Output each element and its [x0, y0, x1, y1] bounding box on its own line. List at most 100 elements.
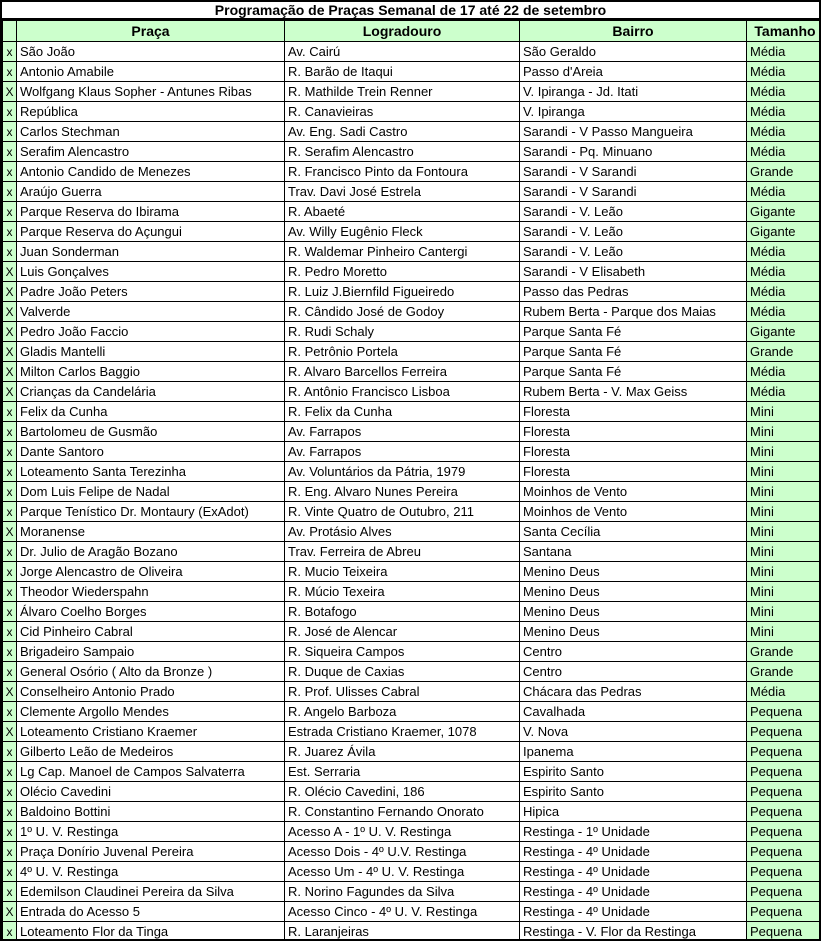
bairro-cell[interactable]: Centro — [519, 661, 747, 682]
logradouro-cell[interactable]: R. Francisco Pinto da Fontoura — [284, 161, 520, 182]
logradouro-cell[interactable]: R. Múcio Texeira — [284, 581, 520, 602]
bairro-cell[interactable]: Restinga - 4º Unidade — [519, 841, 747, 862]
logradouro-cell[interactable]: R. Felix da Cunha — [284, 401, 520, 422]
row-mark-cell[interactable]: x — [2, 581, 17, 602]
bairro-cell[interactable]: Restinga - 4º Unidade — [519, 881, 747, 902]
praca-cell[interactable]: Clemente Argollo Mendes — [16, 701, 285, 722]
praca-cell[interactable]: Moranense — [16, 521, 285, 542]
tamanho-cell[interactable]: Mini — [746, 441, 819, 462]
tamanho-cell[interactable]: Mini — [746, 461, 819, 482]
column-header-logradouro[interactable]: Logradouro — [284, 20, 520, 42]
tamanho-cell[interactable]: Mini — [746, 481, 819, 502]
bairro-cell[interactable]: Rubem Berta - V. Max Geiss — [519, 381, 747, 402]
row-mark-cell[interactable]: X — [2, 281, 17, 302]
logradouro-cell[interactable]: R. Constantino Fernando Onorato — [284, 801, 520, 822]
praca-cell[interactable]: Conselheiro Antonio Prado — [16, 681, 285, 702]
tamanho-cell[interactable]: Mini — [746, 561, 819, 582]
tamanho-cell[interactable]: Média — [746, 381, 819, 402]
logradouro-cell[interactable]: R. Duque de Caxias — [284, 661, 520, 682]
tamanho-cell[interactable]: Média — [746, 41, 819, 62]
logradouro-cell[interactable]: R. Alvaro Barcellos Ferreira — [284, 361, 520, 382]
bairro-cell[interactable]: Moinhos de Vento — [519, 481, 747, 502]
row-mark-cell[interactable]: x — [2, 181, 17, 202]
tamanho-cell[interactable]: Grande — [746, 341, 819, 362]
bairro-cell[interactable]: Passo das Pedras — [519, 281, 747, 302]
logradouro-cell[interactable]: R. Laranjeiras — [284, 921, 520, 939]
bairro-cell[interactable]: Menino Deus — [519, 561, 747, 582]
row-mark-cell[interactable]: x — [2, 541, 17, 562]
row-mark-cell[interactable]: X — [2, 81, 17, 102]
praca-cell[interactable]: Milton Carlos Baggio — [16, 361, 285, 382]
row-mark-cell[interactable]: x — [2, 861, 17, 882]
praca-cell[interactable]: Theodor Wiederspahn — [16, 581, 285, 602]
row-mark-cell[interactable]: X — [2, 321, 17, 342]
praca-cell[interactable]: Edemilson Claudinei Pereira da Silva — [16, 881, 285, 902]
praca-cell[interactable]: Gladis Mantelli — [16, 341, 285, 362]
bairro-cell[interactable]: Santa Cecília — [519, 521, 747, 542]
tamanho-cell[interactable]: Pequena — [746, 801, 819, 822]
tamanho-cell[interactable]: Gigante — [746, 321, 819, 342]
tamanho-cell[interactable]: Média — [746, 101, 819, 122]
bairro-cell[interactable]: Restinga - 1º Unidade — [519, 821, 747, 842]
praca-cell[interactable]: Felix da Cunha — [16, 401, 285, 422]
row-mark-cell[interactable]: x — [2, 761, 17, 782]
bairro-cell[interactable]: Parque Santa Fé — [519, 321, 747, 342]
tamanho-cell[interactable]: Média — [746, 241, 819, 262]
bairro-cell[interactable]: Chácara das Pedras — [519, 681, 747, 702]
praca-cell[interactable]: Brigadeiro Sampaio — [16, 641, 285, 662]
praca-cell[interactable]: Wolfgang Klaus Sopher - Antunes Ribas — [16, 81, 285, 102]
bairro-cell[interactable]: Parque Santa Fé — [519, 341, 747, 362]
praca-cell[interactable]: Jorge Alencastro de Oliveira — [16, 561, 285, 582]
tamanho-cell[interactable]: Pequena — [746, 881, 819, 902]
row-mark-cell[interactable]: x — [2, 801, 17, 822]
row-mark-cell[interactable]: x — [2, 101, 17, 122]
logradouro-cell[interactable]: Trav. Davi José Estrela — [284, 181, 520, 202]
row-mark-cell[interactable]: X — [2, 681, 17, 702]
bairro-cell[interactable]: Restinga - 4º Unidade — [519, 861, 747, 882]
row-mark-cell[interactable]: X — [2, 341, 17, 362]
bairro-cell[interactable]: V. Ipiranga — [519, 101, 747, 122]
row-mark-cell[interactable]: x — [2, 601, 17, 622]
logradouro-cell[interactable]: Av. Farrapos — [284, 421, 520, 442]
tamanho-cell[interactable]: Grande — [746, 661, 819, 682]
bairro-cell[interactable]: Floresta — [519, 401, 747, 422]
tamanho-cell[interactable]: Média — [746, 301, 819, 322]
praca-cell[interactable]: Dante Santoro — [16, 441, 285, 462]
bairro-cell[interactable]: Ipanema — [519, 741, 747, 762]
bairro-cell[interactable]: Hipica — [519, 801, 747, 822]
logradouro-cell[interactable]: R. Eng. Alvaro Nunes Pereira — [284, 481, 520, 502]
row-mark-cell[interactable]: x — [2, 41, 17, 62]
praca-cell[interactable]: Praça Donírio Juvenal Pereira — [16, 841, 285, 862]
praca-cell[interactable]: Álvaro Coelho Borges — [16, 601, 285, 622]
logradouro-cell[interactable]: Av. Farrapos — [284, 441, 520, 462]
bairro-cell[interactable]: Sarandi - Pq. Minuano — [519, 141, 747, 162]
tamanho-cell[interactable]: Mini — [746, 521, 819, 542]
logradouro-cell[interactable]: R. Angelo Barboza — [284, 701, 520, 722]
praca-cell[interactable]: Pedro João Faccio — [16, 321, 285, 342]
logradouro-cell[interactable]: Av. Voluntários da Pátria, 1979 — [284, 461, 520, 482]
logradouro-cell[interactable]: R. Abaeté — [284, 201, 520, 222]
tamanho-cell[interactable]: Grande — [746, 161, 819, 182]
row-mark-cell[interactable]: x — [2, 241, 17, 262]
logradouro-cell[interactable]: R. Barão de Itaqui — [284, 61, 520, 82]
bairro-cell[interactable]: Moinhos de Vento — [519, 501, 747, 522]
row-mark-cell[interactable]: x — [2, 621, 17, 642]
bairro-cell[interactable]: Sarandi - V Elisabeth — [519, 261, 747, 282]
logradouro-cell[interactable]: Acesso A - 1º U. V. Restinga — [284, 821, 520, 842]
bairro-cell[interactable]: Restinga - 4º Unidade — [519, 901, 747, 922]
tamanho-cell[interactable]: Média — [746, 361, 819, 382]
praca-cell[interactable]: São João — [16, 41, 285, 62]
praca-cell[interactable]: 4º U. V. Restinga — [16, 861, 285, 882]
bairro-cell[interactable]: V. Ipiranga - Jd. Itati — [519, 81, 747, 102]
praca-cell[interactable]: Loteamento Santa Terezinha — [16, 461, 285, 482]
bairro-cell[interactable]: Floresta — [519, 421, 747, 442]
logradouro-cell[interactable]: Av. Willy Eugênio Fleck — [284, 221, 520, 242]
praca-cell[interactable]: General Osório ( Alto da Bronze ) — [16, 661, 285, 682]
praca-cell[interactable]: Entrada do Acesso 5 — [16, 901, 285, 922]
row-mark-cell[interactable]: x — [2, 221, 17, 242]
bairro-cell[interactable]: Santana — [519, 541, 747, 562]
tamanho-cell[interactable]: Pequena — [746, 921, 819, 939]
bairro-cell[interactable]: Menino Deus — [519, 601, 747, 622]
praca-cell[interactable]: Luis Gonçalves — [16, 261, 285, 282]
bairro-cell[interactable]: V. Nova — [519, 721, 747, 742]
